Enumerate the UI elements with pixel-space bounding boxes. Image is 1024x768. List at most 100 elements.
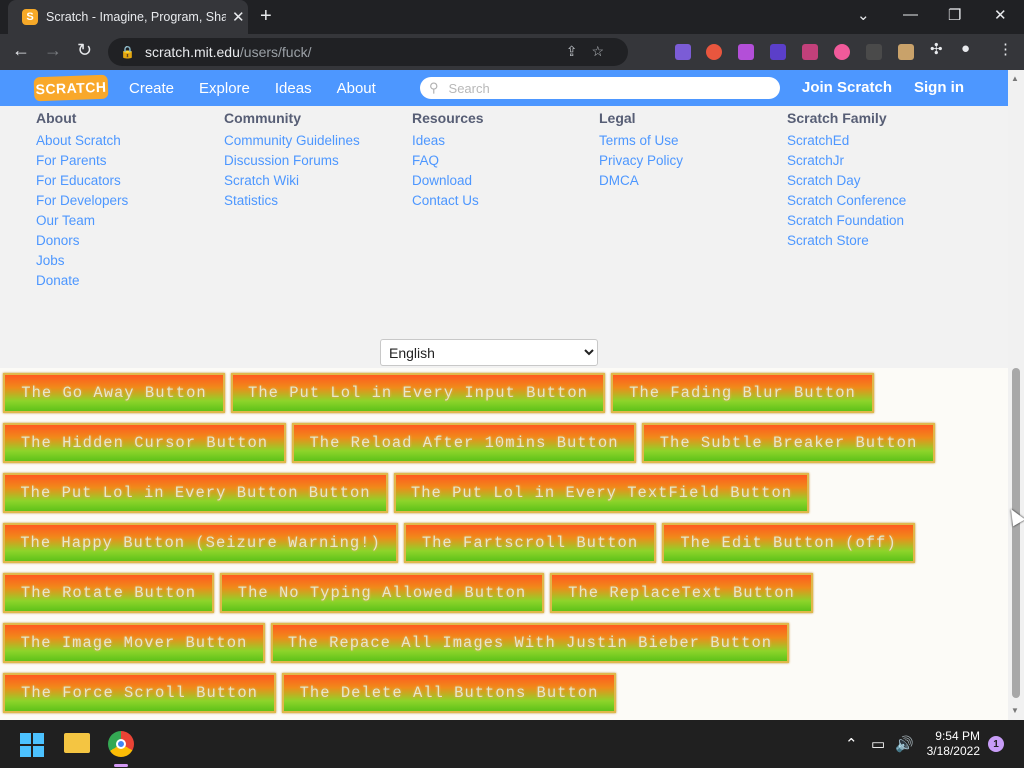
- menu-kebab-icon[interactable]: ⋮: [998, 41, 1013, 58]
- footer-link[interactable]: Discussion Forums: [224, 153, 339, 168]
- rotate-button[interactable]: The Rotate Button: [3, 573, 214, 613]
- footer-column-legal: Legal Terms of Use Privacy Policy DMCA: [599, 110, 683, 191]
- language-select[interactable]: English: [380, 339, 598, 366]
- page-viewport: SCRATCH Create Explore Ideas About ⚲ Joi…: [0, 70, 1008, 720]
- extension-icon-3[interactable]: [738, 44, 754, 60]
- footer-link[interactable]: Scratch Wiki: [224, 173, 300, 188]
- footer-link[interactable]: Donors: [36, 233, 80, 248]
- file-explorer-icon[interactable]: [64, 733, 90, 753]
- extension-icon-2[interactable]: [706, 44, 722, 60]
- footer-link[interactable]: ScratchEd: [787, 133, 850, 148]
- lock-icon[interactable]: 🔒: [120, 45, 135, 59]
- tab-search-chevron-icon[interactable]: ⌄: [857, 7, 870, 24]
- scratch-favicon-icon: S: [22, 9, 38, 25]
- edit-button[interactable]: The Edit Button (off): [662, 523, 915, 563]
- footer-link[interactable]: Download: [412, 173, 473, 188]
- replacetext-button[interactable]: The ReplaceText Button: [550, 573, 813, 613]
- minimize-icon[interactable]: —: [903, 6, 918, 23]
- delete-all-buttons-button[interactable]: The Delete All Buttons Button: [282, 673, 616, 713]
- no-typing-allowed-button[interactable]: The No Typing Allowed Button: [220, 573, 544, 613]
- footer-column-about: About About Scratch For Parents For Educ…: [36, 110, 128, 291]
- notification-badge[interactable]: 1: [988, 736, 1004, 752]
- extension-icon-1[interactable]: [675, 44, 691, 60]
- extensions-puzzle-icon[interactable]: ✣: [930, 41, 943, 58]
- fading-blur-button[interactable]: The Fading Blur Button: [611, 373, 874, 413]
- footer-link[interactable]: Our Team: [36, 213, 96, 228]
- search-input[interactable]: [446, 79, 751, 97]
- footer-link[interactable]: Community Guidelines: [224, 133, 360, 148]
- close-tab-icon[interactable]: ✕: [232, 9, 245, 26]
- volume-icon[interactable]: 🔊: [895, 736, 914, 753]
- footer-link[interactable]: For Educators: [36, 173, 121, 188]
- nav-ideas[interactable]: Ideas: [274, 79, 312, 97]
- footer-link[interactable]: ScratchJr: [787, 153, 845, 168]
- force-scroll-button[interactable]: The Force Scroll Button: [3, 673, 276, 713]
- extension-icon-4[interactable]: [770, 44, 786, 60]
- subtle-breaker-button[interactable]: The Subtle Breaker Button: [642, 423, 935, 463]
- footer-link[interactable]: Scratch Conference: [787, 193, 907, 208]
- hidden-cursor-button[interactable]: The Hidden Cursor Button: [3, 423, 286, 463]
- footer-link[interactable]: Scratch Foundation: [787, 213, 905, 228]
- windows-taskbar: ⌃ ▭ 🔊 9:54 PM 3/18/2022 1: [0, 720, 1024, 768]
- sign-in-link[interactable]: Sign in: [914, 79, 964, 96]
- browser-tab[interactable]: S Scratch - Imagine, Program, Share ✕: [8, 0, 248, 34]
- scroll-up-arrow-icon[interactable]: ▲: [1011, 74, 1019, 83]
- windows-start-icon[interactable]: [20, 733, 44, 757]
- active-app-indicator: [114, 764, 128, 767]
- scratch-navbar: SCRATCH Create Explore Ideas About ⚲ Joi…: [0, 70, 1008, 106]
- footer-link[interactable]: For Developers: [36, 193, 129, 208]
- footer-link[interactable]: For Parents: [36, 153, 107, 168]
- image-mover-button[interactable]: The Image Mover Button: [3, 623, 265, 663]
- chrome-taskbar-icon[interactable]: [108, 731, 134, 757]
- nav-about[interactable]: About: [336, 79, 376, 97]
- scroll-down-arrow-icon[interactable]: ▼: [1011, 706, 1019, 715]
- replace-images-justin-bieber-button[interactable]: The Repace All Images With Justin Bieber…: [271, 623, 789, 663]
- footer-link[interactable]: Statistics: [224, 193, 279, 208]
- put-lol-in-every-input-button[interactable]: The Put Lol in Every Input Button: [231, 373, 605, 413]
- footer-link[interactable]: Jobs: [36, 253, 65, 268]
- tab-title: Scratch - Imagine, Program, Share: [46, 10, 226, 24]
- footer: About About Scratch For Parents For Educ…: [0, 106, 1008, 370]
- put-lol-in-every-button-button[interactable]: The Put Lol in Every Button Button: [3, 473, 388, 513]
- footer-column-community: Community Community Guidelines Discussio…: [224, 110, 360, 211]
- scratch-logo[interactable]: SCRATCH: [33, 74, 109, 102]
- search-box[interactable]: ⚲: [420, 77, 780, 99]
- extension-icon-5[interactable]: [802, 44, 818, 60]
- footer-link[interactable]: DMCA: [599, 173, 639, 188]
- footer-link[interactable]: About Scratch: [36, 133, 121, 148]
- extension-icon-7[interactable]: [866, 44, 882, 60]
- address-bar[interactable]: 🔒 scratch.mit.edu/users/fuck/ ⇪☆: [108, 38, 628, 66]
- go-away-button[interactable]: The Go Away Button: [3, 373, 225, 413]
- footer-link[interactable]: Donate: [36, 273, 80, 288]
- emoji-extension-icon[interactable]: [834, 44, 850, 60]
- scrollbar-thumb[interactable]: [1012, 368, 1020, 698]
- footer-link[interactable]: Terms of Use: [599, 133, 679, 148]
- restore-icon[interactable]: ❐: [948, 7, 962, 24]
- footer-link[interactable]: Scratch Day: [787, 173, 861, 188]
- nav-explore[interactable]: Explore: [199, 79, 250, 97]
- footer-link[interactable]: Scratch Store: [787, 233, 869, 248]
- close-window-icon[interactable]: ✕: [994, 7, 1007, 24]
- fartscroll-button[interactable]: The Fartscroll Button: [404, 523, 656, 563]
- new-tab-icon[interactable]: +: [260, 5, 272, 27]
- join-scratch-link[interactable]: Join Scratch: [802, 79, 893, 96]
- reload-after-10mins-button[interactable]: The Reload After 10mins Button: [292, 423, 636, 463]
- network-icon[interactable]: ▭: [871, 736, 886, 753]
- nav-create[interactable]: Create: [129, 79, 175, 97]
- footer-link[interactable]: FAQ: [412, 153, 440, 168]
- footer-heading: Community: [224, 110, 301, 126]
- reload-icon[interactable]: ↻: [77, 40, 93, 60]
- footer-link[interactable]: Contact Us: [412, 193, 479, 208]
- footer-link[interactable]: Ideas: [412, 133, 446, 148]
- page-scrollbar[interactable]: ▲ ▼: [1008, 70, 1024, 720]
- tray-overflow-chevron-icon[interactable]: ⌃: [845, 736, 858, 753]
- forward-icon[interactable]: →: [44, 40, 62, 60]
- back-icon[interactable]: ←: [12, 40, 30, 60]
- extension-icon-8[interactable]: [898, 44, 914, 60]
- footer-link[interactable]: Privacy Policy: [599, 153, 684, 168]
- happy-button[interactable]: The Happy Button (Seizure Warning!): [3, 523, 398, 563]
- put-lol-in-every-textfield-button[interactable]: The Put Lol in Every TextField Button: [394, 473, 809, 513]
- system-clock[interactable]: 9:54 PM 3/18/2022: [918, 729, 980, 759]
- profile-icon[interactable]: ●: [961, 40, 971, 57]
- share-and-bookmark-icons[interactable]: ⇪☆: [565, 43, 618, 59]
